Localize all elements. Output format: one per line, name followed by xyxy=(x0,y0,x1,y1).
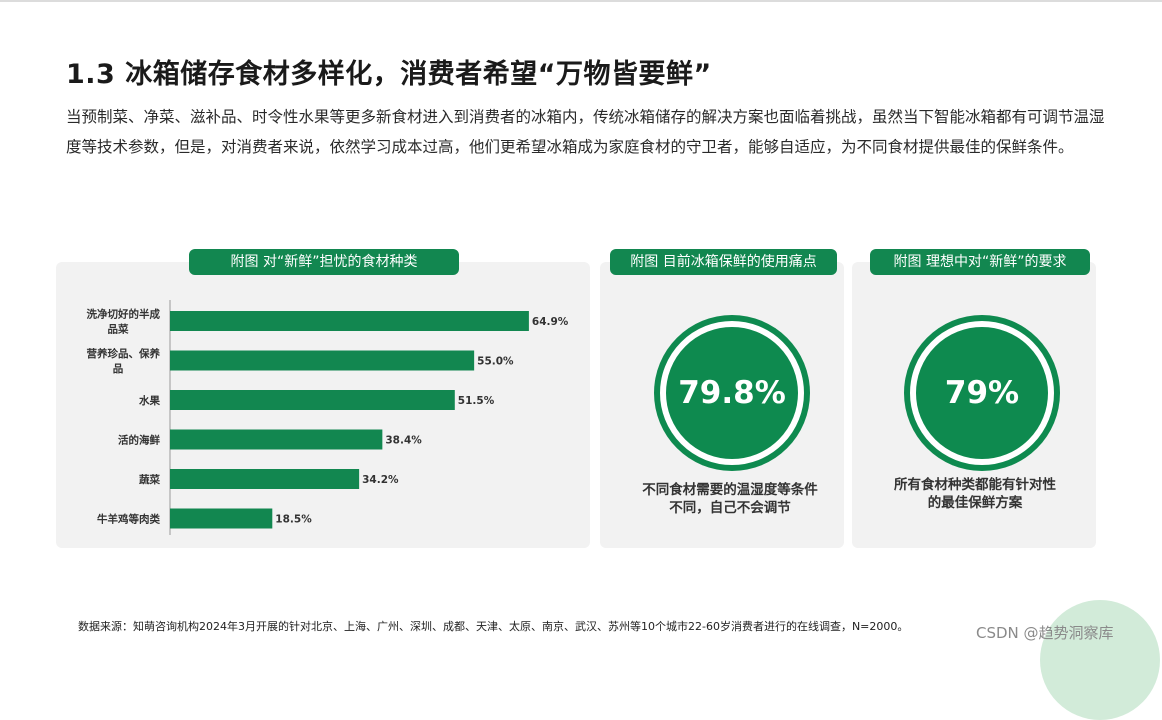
category-label-3: 活的海鲜 xyxy=(118,434,160,447)
pain-point-stat-value: 79.8% xyxy=(678,375,786,411)
bar-value-label-0: 64.9% xyxy=(532,316,569,328)
bar-0 xyxy=(170,311,529,331)
bar-value-label-5: 18.5% xyxy=(275,514,312,526)
decorative-circle xyxy=(1040,600,1160,720)
bar-value-label-1: 55.0% xyxy=(477,356,514,368)
pain-point-title: 附图 目前冰箱保鲜的使用痛点 xyxy=(610,249,837,275)
ideal-stat-circle: 79% xyxy=(910,321,1054,465)
bar-value-label-2: 51.5% xyxy=(458,395,495,407)
bar-chart-title: 附图 对“新鲜”担忧的食材种类 xyxy=(189,249,459,275)
pain-point-stat-circle: 79.8% xyxy=(660,321,804,465)
category-label-1-line1: 品 xyxy=(113,363,124,375)
bar-5 xyxy=(170,508,273,529)
data-source-note: 数据来源：知萌咨询机构2024年3月开展的针对北京、上海、广州、深圳、成都、天津… xyxy=(78,620,909,633)
pain-point-caption: 不同食材需要的温湿度等条件 不同，自己不会调节 xyxy=(600,481,860,517)
bar-4 xyxy=(170,469,360,489)
intro-paragraph: 当预制菜、净菜、滋补品、时令性水果等更多新食材进入到消费者的冰箱内，传统冰箱储存… xyxy=(66,108,1105,156)
pain-point-caption-line1: 不同食材需要的温湿度等条件 xyxy=(642,482,818,498)
ideal-caption: 所有食材种类都能有针对性 的最佳保鲜方案 xyxy=(852,476,1098,512)
page-title: 1.3 冰箱储存食材多样化，消费者希望“万物皆要鲜” xyxy=(66,59,712,90)
ideal-caption-line2: 的最佳保鲜方案 xyxy=(927,495,1023,511)
bar-1 xyxy=(170,350,475,371)
category-label-2: 水果 xyxy=(138,394,160,407)
category-label-4: 蔬菜 xyxy=(139,473,160,486)
category-label-5: 牛羊鸡等肉类 xyxy=(97,513,160,526)
pain-point-caption-line2: 不同，自己不会调节 xyxy=(669,500,791,516)
category-label-1-line0: 营养珍品、保养 xyxy=(87,347,161,360)
bar-2 xyxy=(170,390,455,410)
csdn-watermark: CSDN @趋势洞察库 xyxy=(976,624,1114,642)
bar-value-label-3: 38.4% xyxy=(385,435,422,447)
category-label-0-line0: 洗净切好的半成 xyxy=(87,308,161,321)
ideal-requirement-title: 附图 理想中对“新鲜”的要求 xyxy=(870,249,1090,275)
bar-value-label-4: 34.2% xyxy=(362,474,399,486)
category-label-0-line1: 品菜 xyxy=(108,323,129,336)
top-rule xyxy=(0,0,1162,2)
bar-3 xyxy=(170,429,383,450)
ideal-stat-value: 79% xyxy=(944,375,1020,411)
ideal-caption-line1: 所有食材种类都能有针对性 xyxy=(894,477,1056,493)
